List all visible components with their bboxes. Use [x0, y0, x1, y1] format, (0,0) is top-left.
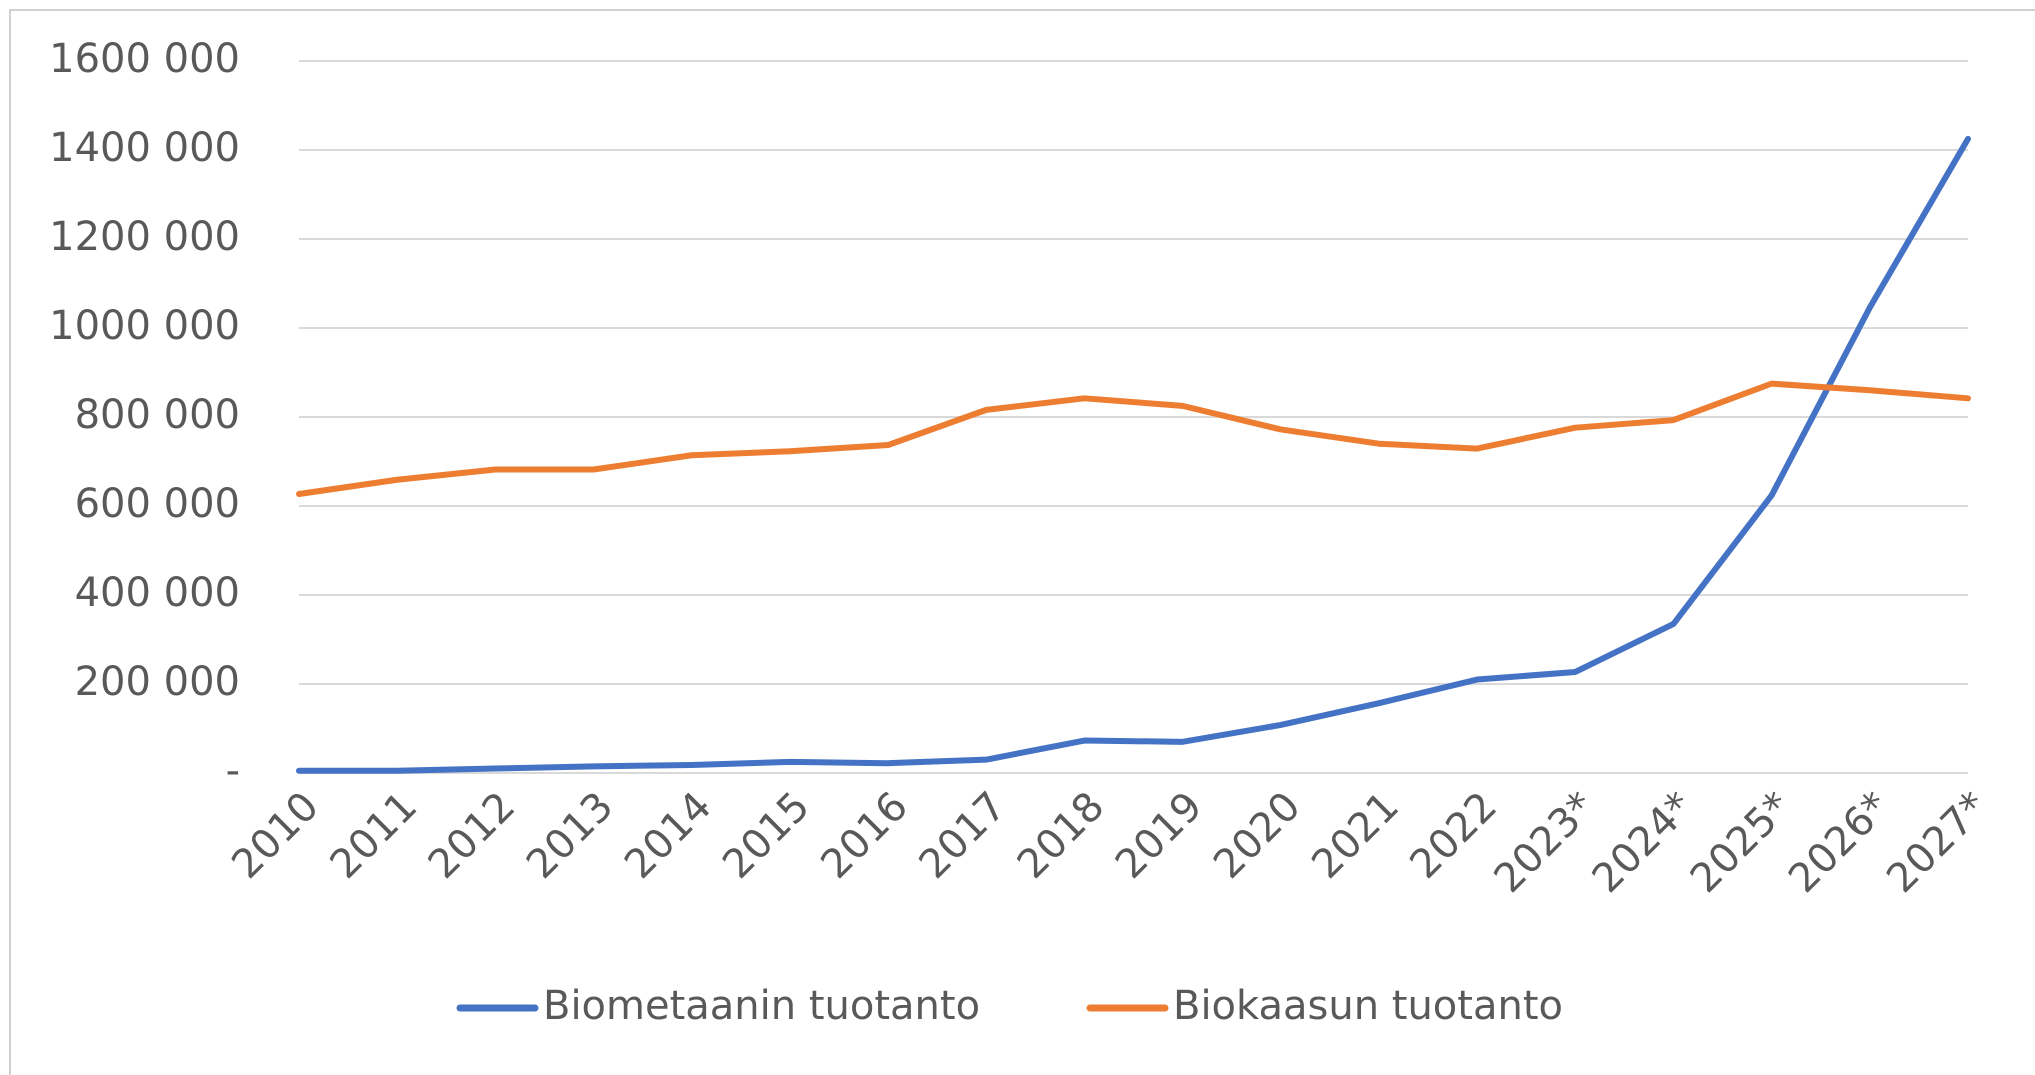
y-tick-label: 1200 000	[49, 214, 240, 260]
x-tick-label: 2017	[911, 783, 1016, 888]
x-tick-label: 2020	[1205, 783, 1310, 888]
y-tick-label: 1600 000	[49, 36, 240, 82]
y-tick-label: 1400 000	[49, 125, 240, 171]
legend-label: Biometaanin tuotanto	[543, 983, 980, 1029]
y-tick-label: -	[226, 748, 240, 794]
x-tick-label: 2021	[1303, 783, 1408, 888]
x-tick-label: 2012	[420, 783, 525, 888]
x-tick-label: 2015	[714, 783, 819, 888]
x-tick-label: 2014	[616, 783, 721, 888]
x-tick-label: 2018	[1009, 783, 1114, 888]
y-tick-label: 600 000	[75, 481, 240, 527]
x-tick-label: 2026*	[1780, 783, 1899, 902]
x-tick-label: 2010	[223, 783, 328, 888]
chart-frame	[9, 9, 2035, 1075]
y-tick-label: 400 000	[75, 570, 240, 616]
x-tick-label: 2024*	[1584, 783, 1703, 902]
y-tick-label: 1000 000	[49, 303, 240, 349]
x-tick-label: 2016	[812, 783, 917, 888]
x-tick-label: 2011	[322, 783, 427, 888]
y-tick-label: 800 000	[75, 392, 240, 438]
x-tick-label: 2023*	[1485, 783, 1604, 902]
x-tick-label: 2027*	[1878, 783, 1997, 902]
x-tick-label: 2019	[1107, 783, 1212, 888]
series-line	[296, 380, 1971, 497]
x-tick-label: 2025*	[1682, 783, 1801, 902]
x-tick-label: 2013	[518, 783, 623, 888]
legend-label: Biokaasun tuotanto	[1173, 983, 1563, 1029]
y-tick-label: 200 000	[75, 659, 240, 705]
series-line	[296, 135, 1971, 774]
